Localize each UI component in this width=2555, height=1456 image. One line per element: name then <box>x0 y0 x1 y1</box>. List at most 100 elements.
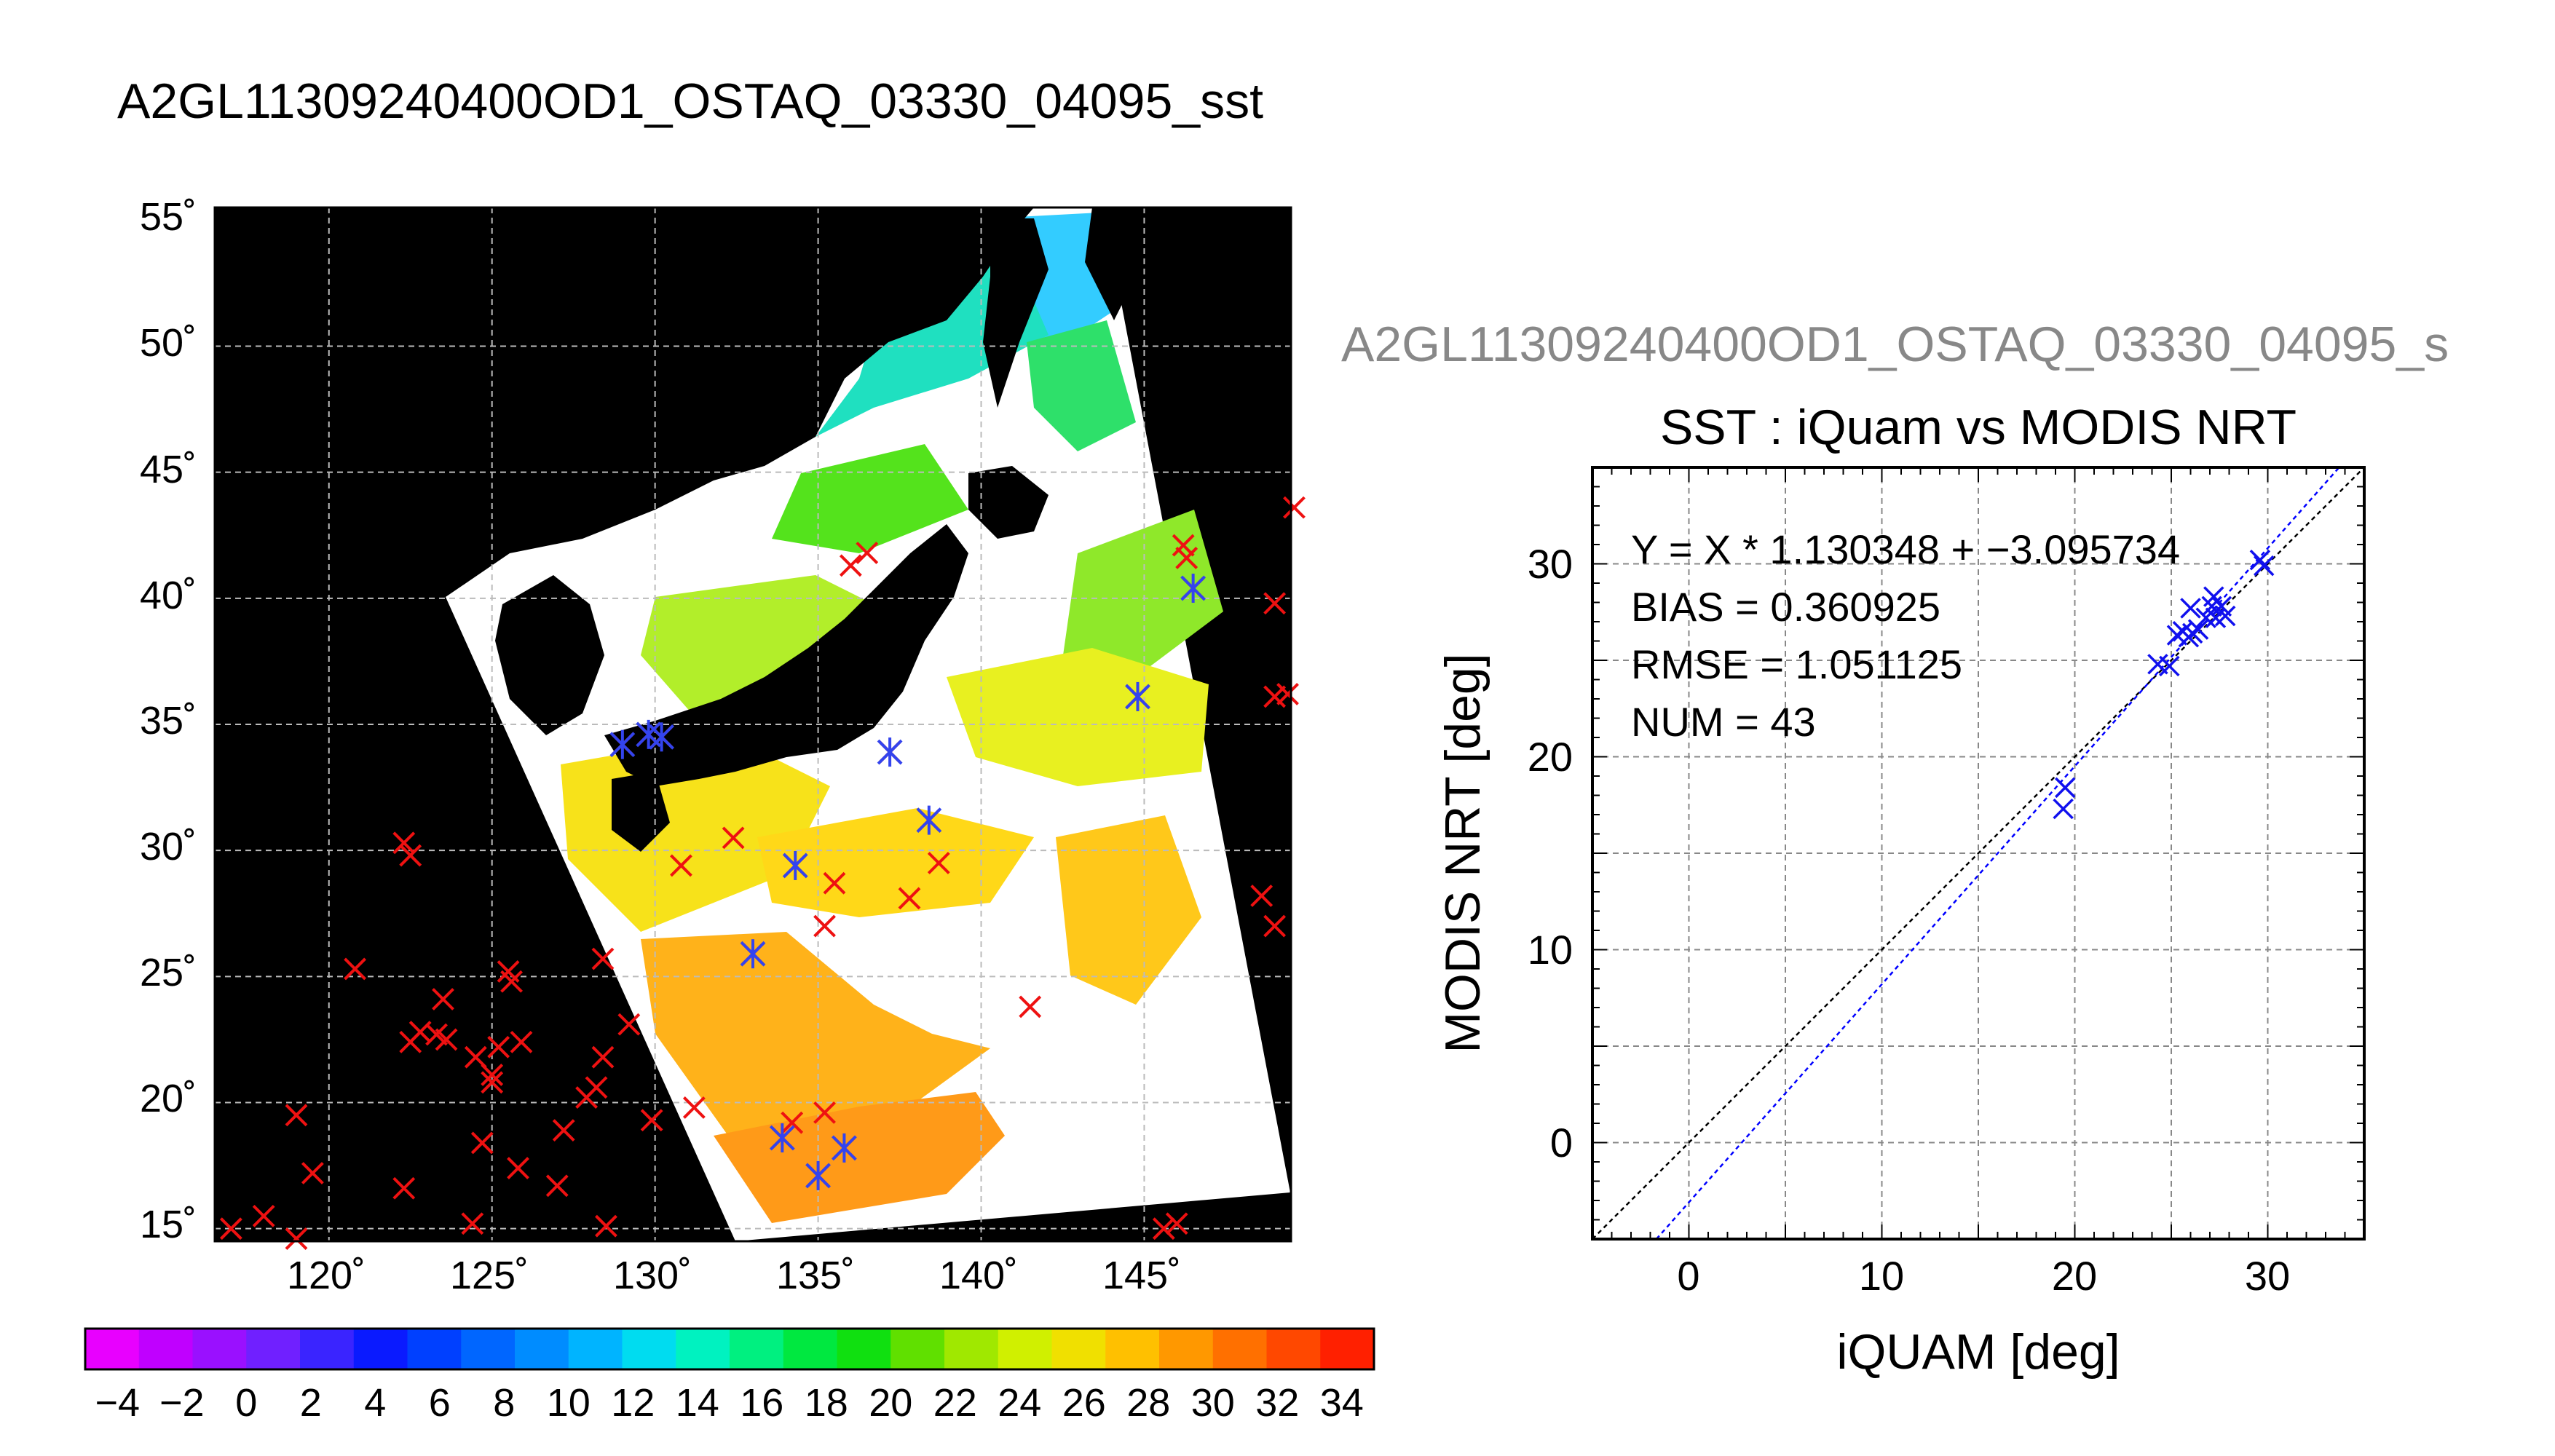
station-marker-red <box>1263 592 1287 615</box>
scatter-point <box>2159 655 2180 677</box>
sst-patch-philippine-sea <box>641 932 990 1136</box>
colorbar-cell <box>1212 1329 1267 1369</box>
station-marker-red <box>585 1076 608 1099</box>
station-marker-blue <box>782 850 808 880</box>
lat-label-40: 40˚ <box>140 574 197 617</box>
map-title: A2GL11309240400OD1_OSTAQ_03330_04095_sst <box>117 74 1263 129</box>
colorbar-label: 22 <box>933 1381 977 1425</box>
scatter-points <box>2053 549 2275 820</box>
scatter-title: SST : iQuam vs MODIS NRT <box>1660 400 2297 455</box>
colorbar-cell <box>1159 1329 1214 1369</box>
scatter-point <box>2055 777 2076 799</box>
colorbar-label: 34 <box>1320 1381 1364 1425</box>
x-tick-0: 0 <box>1677 1253 1699 1299</box>
colorbar-cell <box>1051 1329 1106 1369</box>
station-marker-red <box>1172 534 1195 557</box>
colorbar-cell <box>998 1329 1052 1369</box>
station-marker-red <box>1165 1212 1188 1235</box>
station-marker-red <box>481 1071 504 1094</box>
scatter-plot: Y = X * 1.130348 + −3.095734 BIAS = 0.36… <box>1435 466 2366 1380</box>
station-marker-red <box>301 1162 324 1184</box>
station-marker-red <box>591 1045 615 1069</box>
x-tick-30: 30 <box>2245 1253 2290 1299</box>
colorbar-cell <box>1266 1329 1321 1369</box>
lat-label-25: 25˚ <box>140 951 197 994</box>
land-honshu <box>604 524 968 786</box>
scatter-x-ticks: 0 10 20 30 <box>1677 1253 2290 1299</box>
station-marker-red <box>392 1176 416 1200</box>
map-frame <box>213 206 1292 1243</box>
station-marker-red <box>682 1096 706 1119</box>
colorbar-cell <box>837 1329 891 1369</box>
sst-patch-south <box>714 1092 1005 1223</box>
lon-label-135: 135˚ <box>776 1254 855 1297</box>
sst-patch-pacific-mid <box>947 648 1209 786</box>
colorbar-cell <box>353 1329 408 1369</box>
scatter-point <box>2249 549 2271 571</box>
colorbar-label: 20 <box>869 1381 912 1425</box>
station-marker-red <box>591 947 615 970</box>
station-marker-blue <box>877 737 903 767</box>
y-tick-30: 30 <box>1528 541 1573 587</box>
colorbar-cell <box>730 1329 784 1369</box>
colorbar-label: 14 <box>676 1381 719 1425</box>
map-lon-labels: 120˚ 125˚ 130˚ 135˚ 140˚ 145˚ <box>287 1254 1181 1297</box>
station-marker-red <box>898 887 921 910</box>
colorbar-cell <box>568 1329 623 1369</box>
lat-label-35: 35˚ <box>140 699 197 743</box>
station-marker-red <box>640 1109 663 1132</box>
scatter-y-ticks: 0 10 20 30 <box>1528 541 1573 1166</box>
colorbar-label: 26 <box>1062 1381 1106 1425</box>
scatter-ylabel: MODIS NRT [deg] <box>1435 653 1490 1053</box>
x-tick-20: 20 <box>2052 1253 2097 1299</box>
map-lat-labels: 55˚ 50˚ 45˚ 40˚ 35˚ 30˚ 25˚ 20˚ 15˚ <box>140 195 197 1246</box>
scatter-point <box>2187 619 2209 640</box>
scatter-point <box>2181 622 2203 644</box>
sst-patch-kuroshio-ext <box>1063 510 1223 677</box>
scatter-point <box>2214 605 2236 627</box>
colorbar-label: 10 <box>547 1381 591 1425</box>
station-marker-red <box>813 1101 836 1124</box>
station-marker-red <box>219 1217 242 1241</box>
station-marker-red <box>839 554 862 577</box>
colorbar-cell <box>515 1329 569 1369</box>
stat-bias: BIAS = 0.360925 <box>1631 584 1940 630</box>
colorbar-cell <box>944 1329 999 1369</box>
station-marker-red <box>500 970 523 993</box>
station-marker-red <box>432 988 454 1010</box>
lon-label-125: 125˚ <box>450 1254 529 1297</box>
colorbar-label: 32 <box>1255 1381 1299 1425</box>
scatter-point <box>2203 586 2224 607</box>
lon-label-120: 120˚ <box>287 1254 366 1297</box>
lon-label-145: 145˚ <box>1102 1254 1181 1297</box>
station-marker-red <box>595 1214 617 1238</box>
land-hokkaido <box>968 466 1049 539</box>
lat-label-45: 45˚ <box>140 448 197 491</box>
station-marker-red <box>487 1035 510 1059</box>
station-marker-red <box>285 1104 308 1127</box>
station-marker-red <box>781 1111 804 1134</box>
station-marker-blue <box>649 722 675 752</box>
scatter-header: A2GL11309240400OD1_OSTAQ_03330_04095_s <box>1341 317 2449 372</box>
station-marker-red <box>1263 914 1287 938</box>
map-markers <box>219 496 1306 1250</box>
station-marker-red <box>552 1119 575 1142</box>
station-marker-red <box>481 1064 504 1086</box>
stat-rmse: RMSE = 1.051125 <box>1631 641 1962 687</box>
scatter-frame <box>1591 466 2366 1241</box>
station-marker-blue <box>740 939 766 969</box>
colorbar-cell <box>192 1329 247 1369</box>
station-marker-blue <box>1125 681 1150 711</box>
station-marker-blue <box>609 729 636 759</box>
station-marker-red <box>856 542 879 564</box>
sst-patch-japan-sea <box>772 444 968 553</box>
station-marker-blue <box>916 805 942 835</box>
station-marker-red <box>461 1212 484 1235</box>
station-marker-red <box>1019 995 1042 1018</box>
y-tick-20: 20 <box>1528 734 1573 780</box>
colorbar-frame <box>84 1327 1375 1371</box>
scatter-point <box>2253 555 2275 577</box>
y-tick-10: 10 <box>1528 927 1573 973</box>
colorbar-cell <box>622 1329 676 1369</box>
